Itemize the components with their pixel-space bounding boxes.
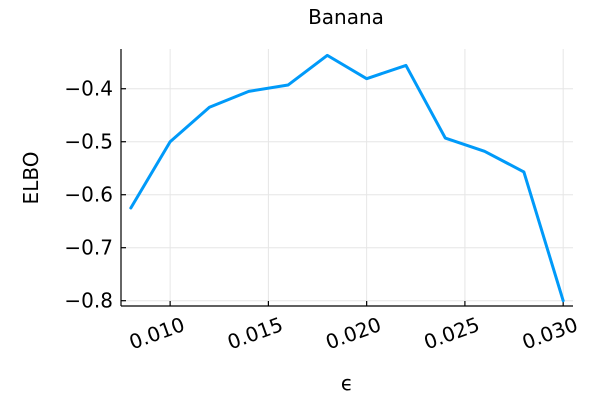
y-tick-label: −0.5: [64, 130, 113, 154]
x-tick-label: 0.010: [126, 312, 188, 354]
axes: [120, 49, 573, 307]
y-axis-label: ELBO: [19, 152, 43, 205]
series-line: [129, 53, 565, 303]
y-tick-label: −0.8: [64, 289, 113, 313]
x-tick-label: 0.025: [421, 312, 483, 354]
chart-title: Banana: [308, 5, 384, 29]
x-tick-label: 0.020: [322, 312, 384, 354]
grid: [121, 49, 573, 306]
y-tick-label: −0.4: [64, 77, 113, 101]
x-axis-label: ϵ: [341, 371, 353, 395]
ticks: 0.010 0.015 0.020 0.025 0.030 −0.4 −0.5 −0.6 −0.…: [64, 77, 580, 355]
y-tick-label: −0.6: [64, 183, 113, 207]
x-tick-label: 0.030: [519, 312, 581, 354]
x-tick-label: 0.015: [224, 312, 286, 354]
y-tick-label: −0.7: [64, 236, 113, 260]
series-layer: [129, 53, 565, 303]
